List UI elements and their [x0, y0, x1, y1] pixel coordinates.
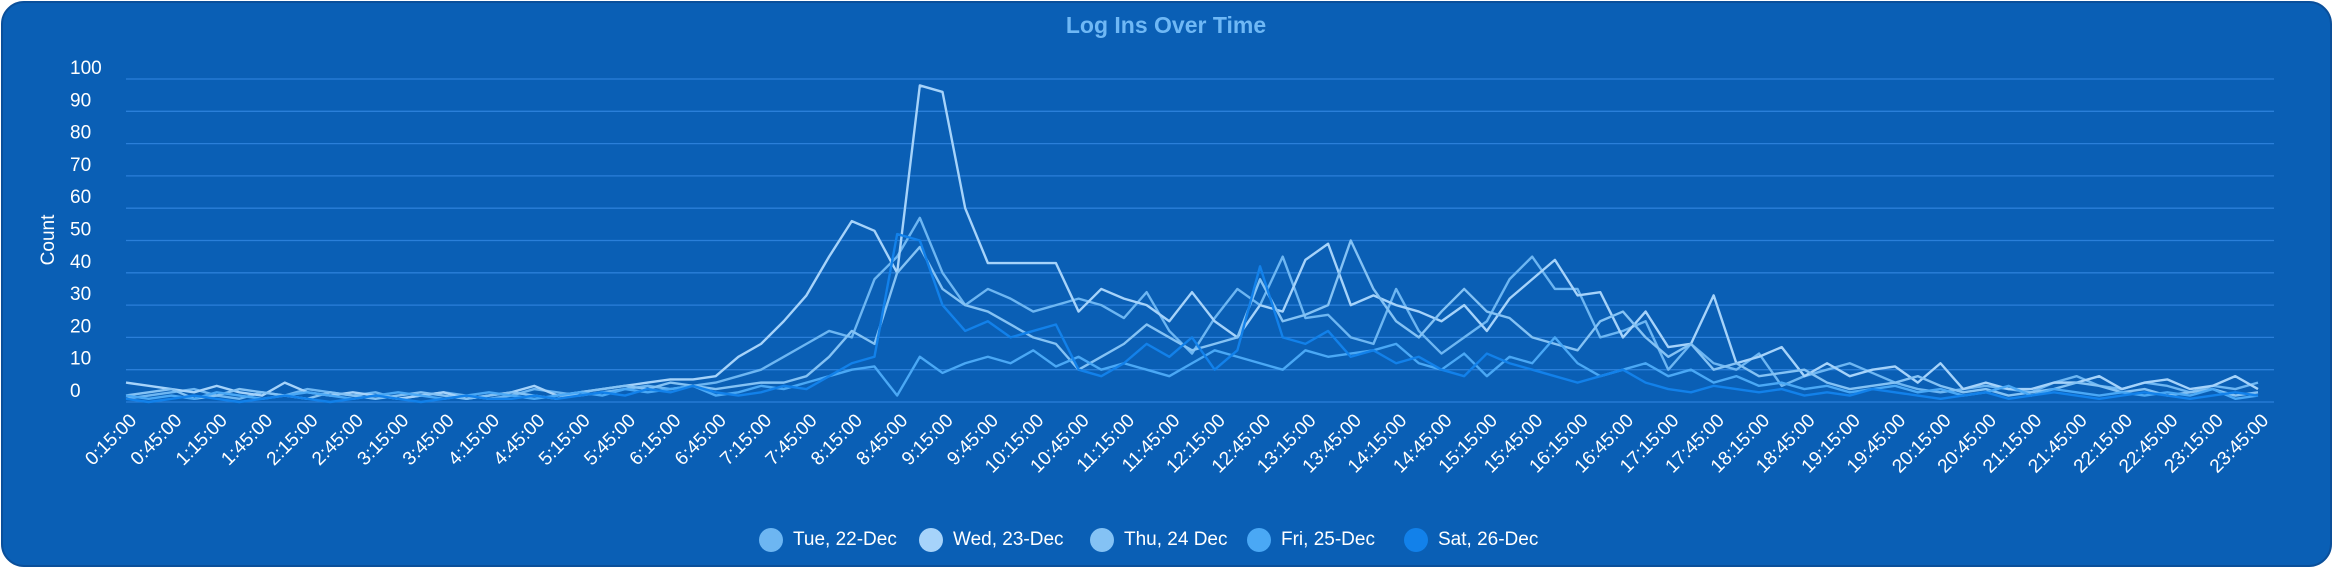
y-tick-label: 20: [70, 316, 91, 337]
legend-label: Thu, 24 Dec: [1124, 529, 1228, 550]
chart-title: Log Ins Over Time: [1066, 12, 1266, 38]
legend-marker: [1404, 528, 1428, 552]
y-tick-label: 80: [70, 123, 91, 144]
y-tick-label: 90: [70, 90, 91, 111]
legend-marker: [1090, 528, 1114, 552]
y-tick-label: 100: [70, 58, 102, 79]
y-tick-label: 30: [70, 284, 91, 305]
y-tick-label: 0: [70, 381, 81, 402]
y-axis-label: Count: [38, 214, 59, 265]
y-tick-label: 50: [70, 220, 91, 241]
line-series: [125, 336, 2259, 400]
legend-label: Fri, 25-Dec: [1281, 529, 1375, 550]
y-tick-label: 60: [70, 187, 91, 208]
y-tick-label: 10: [70, 349, 91, 370]
legend-label: Wed, 23-Dec: [953, 529, 1064, 550]
legend-marker: [919, 528, 943, 552]
legend-marker: [759, 528, 783, 552]
y-tick-label: 40: [70, 252, 91, 273]
y-tick-label: 70: [70, 155, 91, 176]
line-series: [125, 232, 2259, 404]
legend-marker: [1247, 528, 1271, 552]
legend-label: Sat, 26-Dec: [1438, 529, 1538, 550]
legend-label: Tue, 22-Dec: [793, 529, 897, 550]
